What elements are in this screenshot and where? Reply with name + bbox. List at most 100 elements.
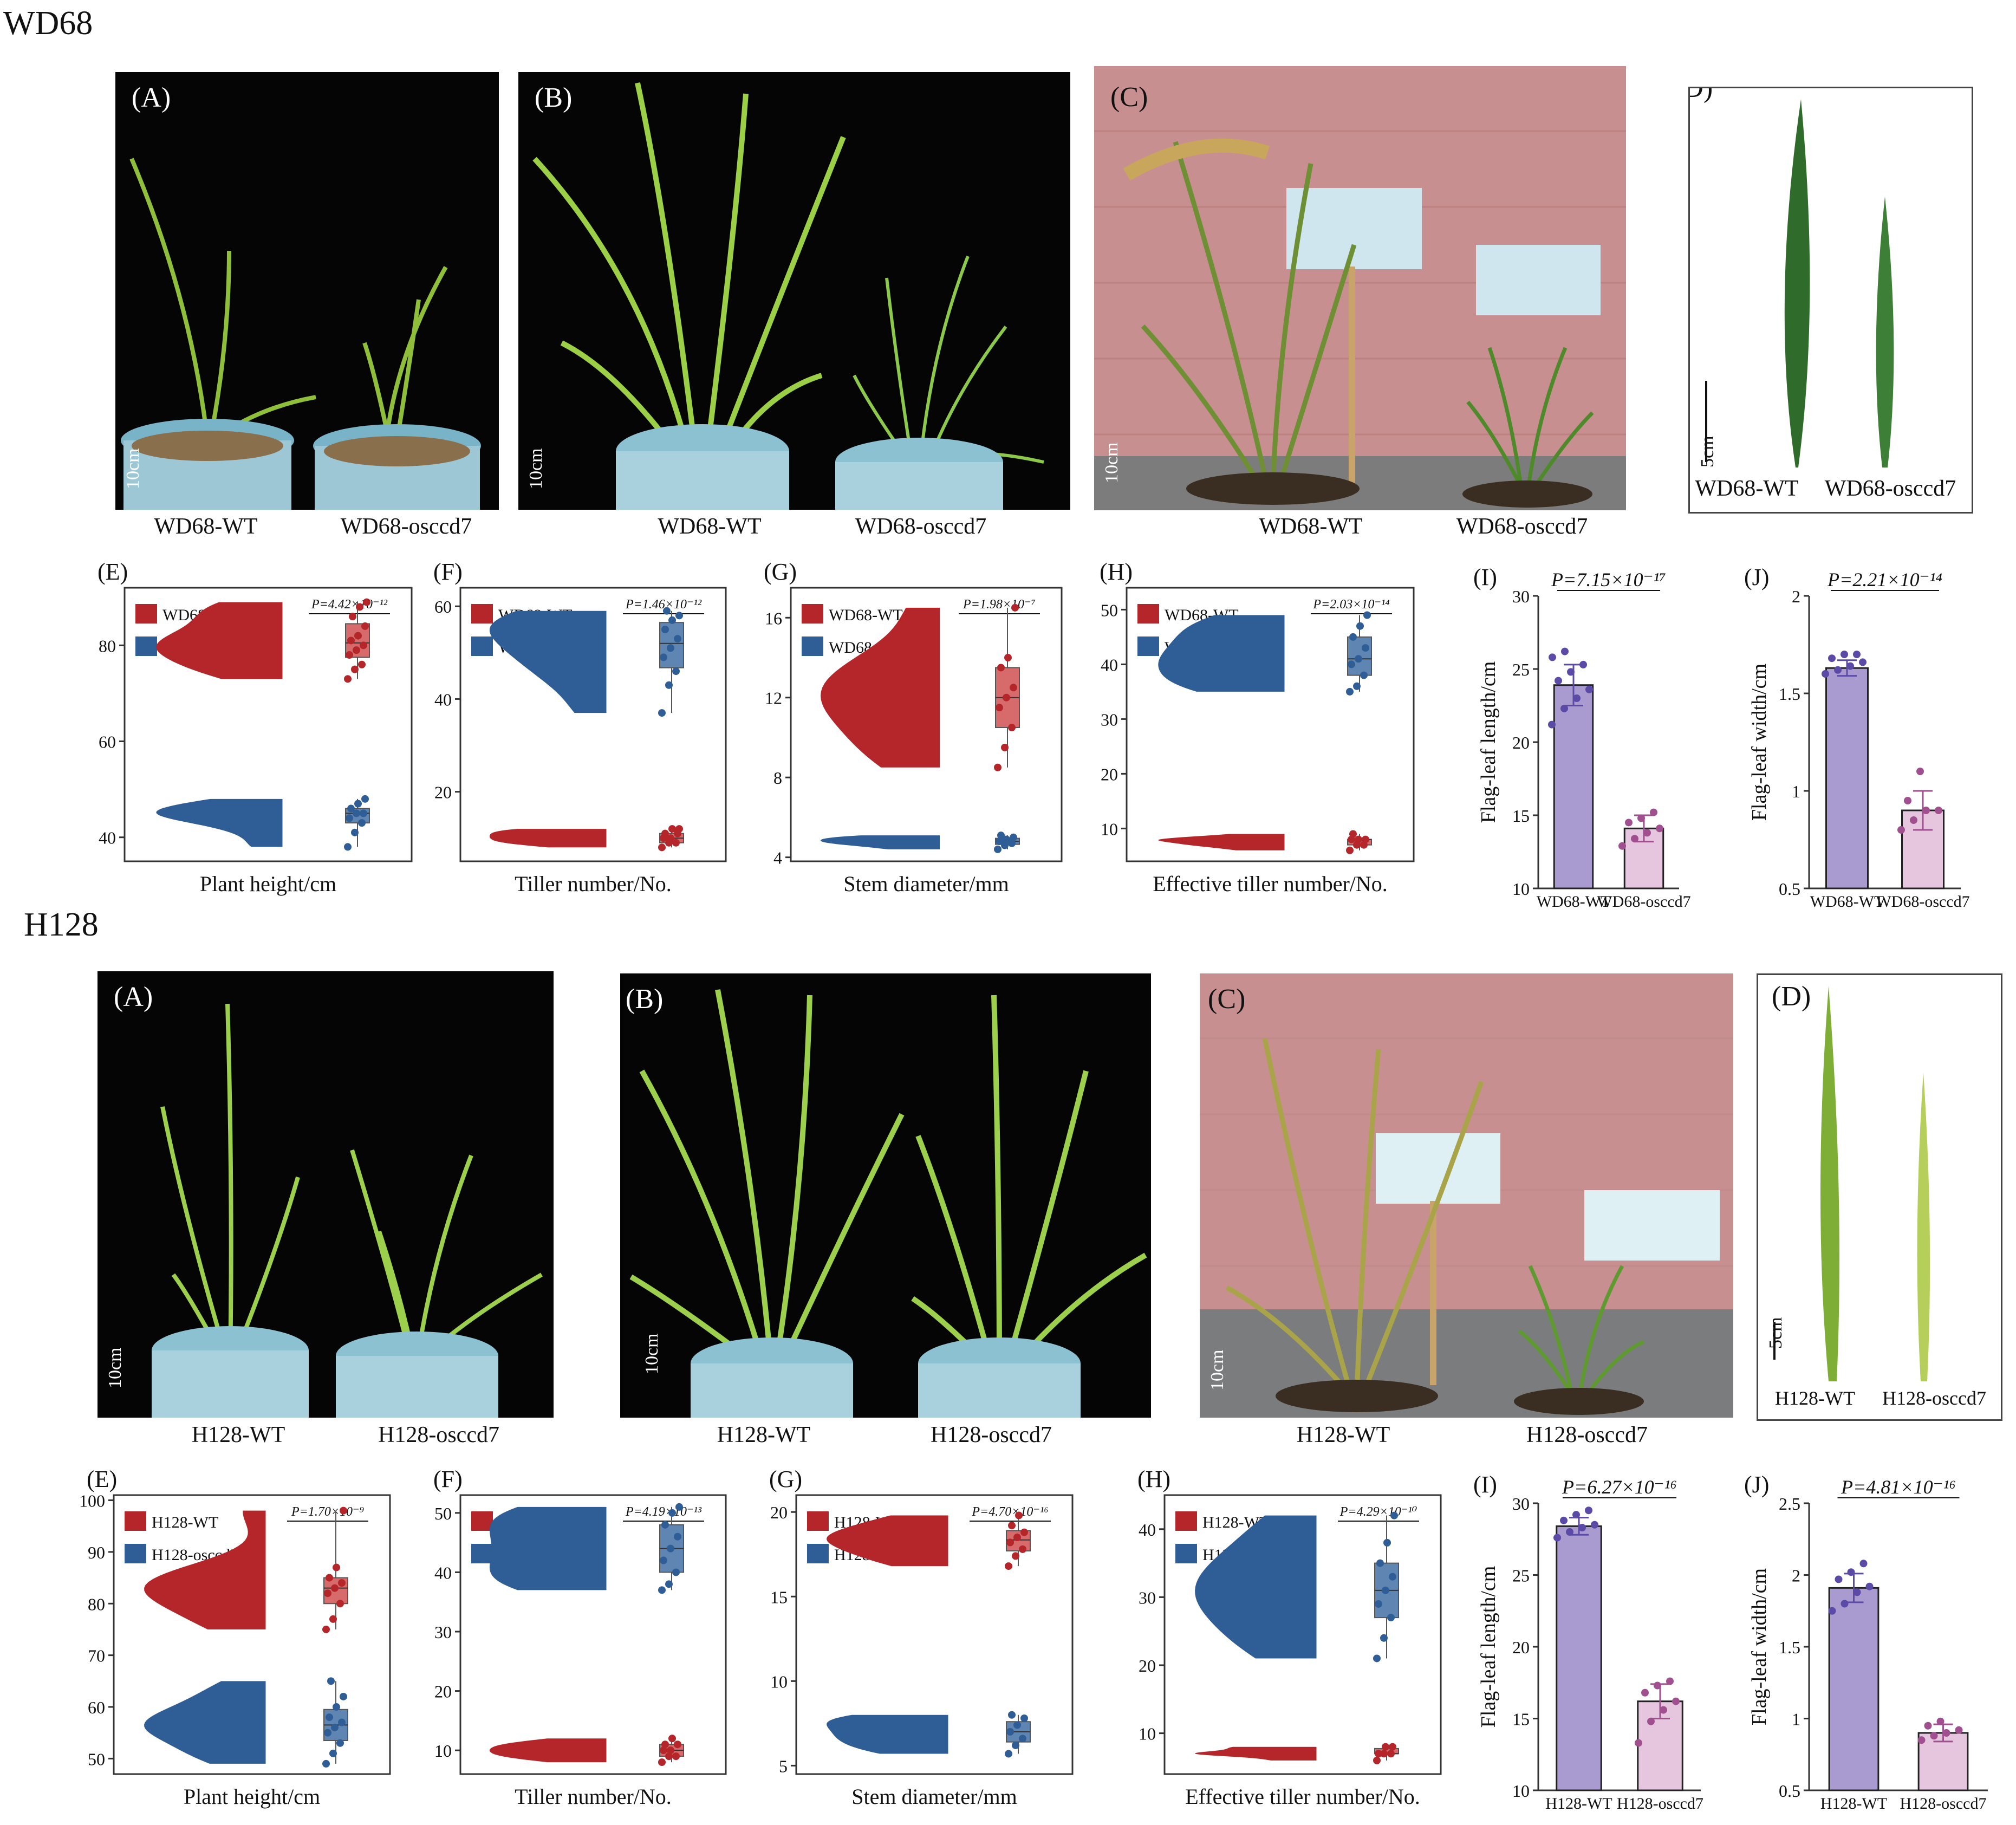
legend-swatch: [1175, 1544, 1197, 1563]
y-tick-label: 40: [99, 828, 116, 848]
data-point: [361, 622, 369, 630]
violin-half: [144, 1510, 266, 1629]
data-point: [672, 667, 680, 676]
panel-label: (B): [626, 984, 664, 1015]
data-point: [1375, 1600, 1382, 1608]
data-point: [1004, 654, 1012, 662]
y-tick-label: 10: [1512, 879, 1530, 899]
data-point: [672, 1568, 680, 1576]
y-tick-label: 16: [765, 608, 782, 628]
data-point: [327, 1677, 335, 1685]
violin-half: [1158, 615, 1285, 692]
data-point: [1578, 1524, 1586, 1532]
data-point: [1390, 1511, 1398, 1519]
data-point: [331, 1584, 339, 1592]
chart-h128-flag-leaf-length: (I) 10 15 20 25 30 Flag-leaf length/cm P=6.27×1…: [1473, 1471, 1703, 1813]
scale-bar-label: 10cm: [123, 448, 143, 489]
caption-wt: H128-WT: [191, 1423, 285, 1447]
data-point: [322, 1625, 330, 1633]
data-point: [1672, 1697, 1680, 1705]
y-tick-label: 15: [770, 1587, 788, 1607]
y-axis-label: Flag-leaf width/cm: [1748, 1568, 1771, 1725]
data-point: [1003, 835, 1010, 843]
data-point: [1656, 824, 1663, 833]
data-point: [1373, 1756, 1381, 1764]
data-point: [668, 825, 676, 833]
data-point: [1548, 720, 1556, 729]
data-point: [1572, 1511, 1580, 1519]
data-point: [1637, 814, 1645, 822]
data-point: [675, 1503, 683, 1511]
data-point: [1549, 653, 1556, 661]
data-point: [347, 637, 355, 645]
panel-label: (A): [132, 82, 171, 113]
flag-leaf-illustration: [1773, 986, 1930, 1381]
data-point: [346, 651, 353, 659]
x-tick-label: H128-WT: [1820, 1795, 1887, 1813]
x-tick-label: WD68-WT: [1810, 893, 1884, 911]
chart-h128-flag-leaf-width: (J) 0.5 1 1.5 2 2.5 Flag-leaf width/cm P=4.81×1…: [1744, 1471, 1988, 1813]
data-point: [1362, 644, 1369, 652]
y-tick-label: 2.5: [1779, 1494, 1800, 1514]
data-point: [336, 1739, 344, 1747]
data-point: [1660, 1706, 1667, 1714]
plot-frame: [113, 1494, 391, 1775]
y-tick-label: 60: [99, 732, 116, 752]
data-point: [1010, 684, 1017, 692]
legend-swatch: [135, 637, 157, 656]
y-tick-label: 20: [1139, 1656, 1156, 1675]
plot-frame: [1126, 587, 1415, 862]
data-point: [360, 641, 367, 650]
data-point: [1841, 651, 1848, 658]
data-point: [1010, 833, 1017, 841]
data-point: [1382, 1586, 1389, 1594]
data-point: [1349, 633, 1357, 641]
data-point: [1591, 1521, 1598, 1529]
x-tick-label: H128-osccd7: [1617, 1795, 1703, 1813]
data-point: [1859, 658, 1867, 666]
p-value: P=4.70×10⁻¹⁶: [971, 1505, 1048, 1519]
data-point: [994, 763, 1002, 771]
data-point: [674, 635, 681, 643]
caption-wt: H128-WT: [1296, 1423, 1390, 1447]
data-point: [1822, 670, 1829, 678]
data-point: [1561, 647, 1569, 655]
data-point: [1853, 1588, 1861, 1596]
data-point: [1349, 830, 1357, 838]
photo-h128-c: (C) 10cm: [1200, 973, 1733, 1418]
data-point: [340, 1506, 347, 1515]
data-point: [1865, 1582, 1874, 1590]
scale-bar-label: 10cm: [1102, 442, 1122, 483]
data-point: [363, 598, 370, 606]
panel-label: (I): [1473, 1471, 1497, 1498]
y-tick-label: 20: [434, 783, 452, 802]
data-point: [1356, 622, 1364, 630]
data-point: [1560, 704, 1568, 712]
data-point: [326, 1574, 333, 1582]
data-point: [996, 704, 1003, 712]
violin-half: [821, 835, 940, 849]
data-point: [1828, 654, 1836, 663]
data-point: [674, 1532, 681, 1541]
y-tick-label: 80: [99, 636, 116, 655]
legend-swatch: [471, 637, 493, 656]
photo-h128-b: (B) 10cm: [620, 973, 1151, 1418]
data-point: [665, 681, 673, 689]
data-point: [1917, 1736, 1926, 1744]
caption-mutant: H128-osccd7: [378, 1423, 499, 1447]
y-tick-label: 30: [1512, 587, 1530, 606]
data-point: [361, 795, 369, 803]
plot-frame: [459, 1494, 727, 1775]
data-point: [1847, 1568, 1855, 1576]
p-value: P=1.70×10⁻⁹: [291, 1505, 364, 1519]
y-tick-label: 30: [1139, 1588, 1156, 1607]
data-point: [1942, 1729, 1950, 1737]
data-point: [1013, 1721, 1021, 1729]
data-point: [1828, 1607, 1836, 1615]
plot-frame: [123, 587, 413, 862]
data-point: [1625, 819, 1633, 827]
data-point: [1853, 651, 1861, 658]
y-tick-label: 40: [1139, 1520, 1156, 1540]
legend-label: H128-WT: [152, 1514, 218, 1531]
